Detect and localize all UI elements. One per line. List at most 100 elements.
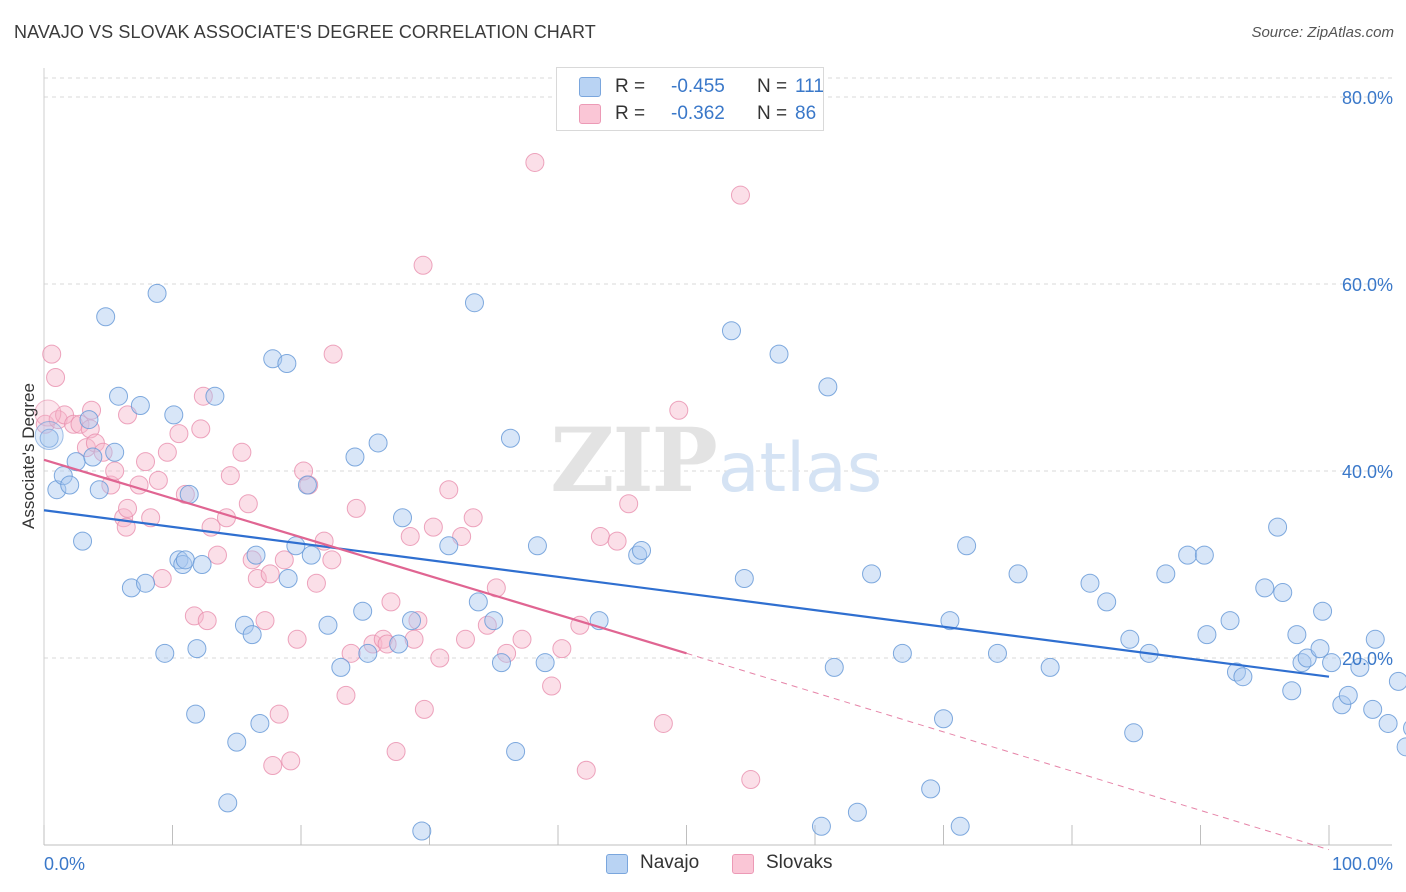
slovaks-point xyxy=(439,480,459,500)
navajo-point xyxy=(389,634,409,654)
navajo-point xyxy=(263,349,283,369)
navajo-point xyxy=(491,653,511,673)
navajo-point xyxy=(892,643,912,663)
navajo-point xyxy=(934,709,953,729)
slovaks-point xyxy=(552,639,572,659)
navajo-n-value: 111 xyxy=(795,76,824,97)
slovaks-swatch xyxy=(579,104,601,124)
navajo-point xyxy=(297,475,317,495)
slovaks-trend-extension xyxy=(686,652,1330,851)
slovaks-point xyxy=(287,629,307,649)
navajo-n-label: N = xyxy=(757,76,788,97)
navajo-point xyxy=(345,447,365,467)
navajo-point xyxy=(1363,699,1383,719)
y-tick-label: 80.0% xyxy=(1342,88,1393,108)
navajo-point xyxy=(205,386,225,406)
axis-labels: 20.0% 40.0% 60.0% 80.0% 0.0% 100.0% xyxy=(44,88,1393,874)
slovaks-point xyxy=(386,742,406,761)
navajo-point xyxy=(105,442,125,462)
navajo-points xyxy=(34,283,1406,841)
legend-navajo-swatch xyxy=(606,854,628,874)
navajo-point xyxy=(500,428,520,448)
navajo-point xyxy=(227,732,247,752)
slovaks-point xyxy=(669,400,689,420)
y-tick-label: 40.0% xyxy=(1342,462,1393,482)
navajo-point xyxy=(412,821,432,841)
navajo-point xyxy=(250,713,270,733)
slovaks-points xyxy=(34,152,761,790)
slovaks-point xyxy=(381,592,401,612)
navajo-point xyxy=(1378,713,1398,733)
navajo-point xyxy=(353,601,373,621)
navajo-point xyxy=(506,742,526,761)
navajo-point xyxy=(136,573,156,593)
navajo-point xyxy=(734,569,754,589)
navajo-point xyxy=(278,569,298,589)
slovaks-point xyxy=(141,508,161,528)
navajo-point xyxy=(484,611,504,631)
navajo-point xyxy=(1120,629,1140,649)
navajo-point xyxy=(921,779,941,799)
navajo-swatch xyxy=(579,77,601,97)
slovaks-point xyxy=(400,526,420,546)
slovaks-point xyxy=(232,442,252,462)
slovaks-n-value: 86 xyxy=(795,103,817,124)
navajo-point xyxy=(1297,648,1317,668)
slovaks-point xyxy=(607,531,627,551)
slovaks-point xyxy=(294,461,314,481)
slovaks-point xyxy=(281,751,301,771)
navajo-point xyxy=(1194,545,1214,565)
legend-slovaks-swatch xyxy=(732,854,754,874)
slovaks-point xyxy=(341,643,361,663)
slovaks-point xyxy=(197,611,217,631)
slovaks-point xyxy=(741,770,761,790)
slovaks-point xyxy=(455,629,475,649)
navajo-point xyxy=(218,793,238,813)
x-tick-label-min: 0.0% xyxy=(44,854,85,874)
slovaks-point xyxy=(274,550,294,570)
slovaks-point xyxy=(34,399,62,427)
slovaks-trend-line xyxy=(43,458,687,655)
navajo-point xyxy=(632,540,652,560)
slovaks-point xyxy=(105,461,125,481)
navajo-point xyxy=(242,625,262,645)
slovaks-point xyxy=(70,414,90,434)
slovaks-point xyxy=(184,606,204,626)
navajo-point xyxy=(34,420,64,450)
slovaks-point xyxy=(238,494,258,514)
slovaks-point xyxy=(512,629,532,649)
slovaks-point xyxy=(152,569,172,589)
navajo-point xyxy=(130,396,150,416)
y-tick-label: 20.0% xyxy=(1342,649,1393,669)
slovaks-point xyxy=(46,368,66,387)
slovaks-point xyxy=(255,611,275,631)
navajo-point xyxy=(769,344,789,364)
navajo-point xyxy=(1268,517,1288,537)
navajo-point xyxy=(318,615,338,635)
slovaks-point xyxy=(263,756,283,776)
navajo-point xyxy=(1220,611,1240,631)
navajo-point xyxy=(1197,625,1217,645)
slovaks-point xyxy=(423,517,443,537)
navajo-point xyxy=(950,816,970,836)
slovaks-point xyxy=(363,634,383,654)
slovaks-point xyxy=(118,405,138,425)
slovaks-point xyxy=(42,344,62,364)
navajo-point xyxy=(535,653,555,673)
navajo-point xyxy=(192,555,212,574)
navajo-point xyxy=(89,480,109,500)
slovaks-point xyxy=(191,419,211,439)
slovaks-point xyxy=(148,470,168,490)
navajo-point xyxy=(1040,657,1060,677)
slovaks-point xyxy=(619,494,639,514)
navajo-point xyxy=(147,283,167,303)
slovaks-point xyxy=(157,442,177,462)
navajo-point xyxy=(96,307,116,327)
navajo-point xyxy=(987,643,1007,663)
slovaks-point xyxy=(590,526,610,546)
navajo-point xyxy=(439,536,459,556)
trend-lines xyxy=(43,458,1330,851)
navajo-point xyxy=(60,475,80,495)
slovaks-point xyxy=(260,564,280,584)
slovaks-point xyxy=(404,629,424,649)
